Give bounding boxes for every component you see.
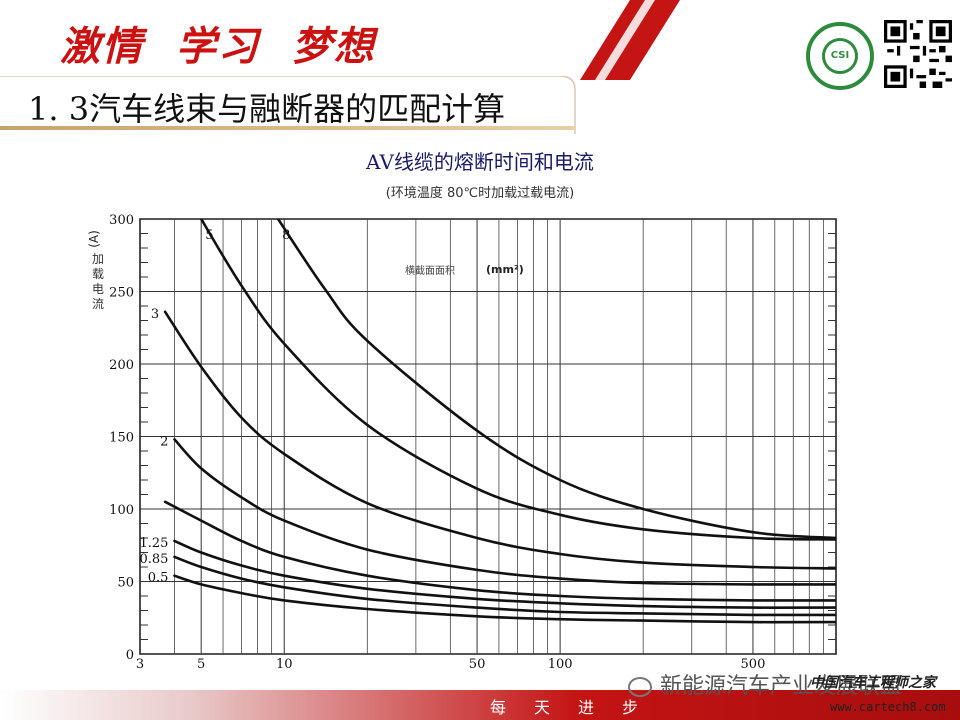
y-axis-label-char: 流	[92, 297, 104, 311]
series-label: 2	[160, 434, 168, 449]
y-axis-label-char: 加	[92, 252, 104, 266]
y-tick-label: 250	[109, 286, 134, 301]
watermark-text: 新能源汽车产业发展联盟	[660, 674, 903, 699]
series-line	[173, 539, 836, 609]
x-tick-label: 10	[276, 657, 293, 672]
site-url: www.cartech8.com	[830, 700, 946, 714]
page-title: 1. 3汽车线束与融断器的匹配计算	[28, 90, 506, 128]
legend-title: 横截面面积	[405, 264, 455, 277]
x-tick-label: 5	[197, 657, 205, 672]
x-tick-label: 50	[469, 657, 486, 672]
watermark: 新能源汽车产业发展联盟	[628, 668, 902, 700]
y-axis-label-char: 载	[92, 267, 104, 281]
y-tick-label: 150	[109, 431, 134, 446]
header-red-stripe	[580, 0, 680, 80]
series-label: 1.25	[140, 536, 169, 551]
logo-text: CSI	[822, 38, 858, 74]
series-line	[173, 438, 836, 586]
y-unit: (A)	[87, 230, 101, 248]
series-label: 0.85	[140, 552, 169, 567]
title-underline	[0, 76, 576, 134]
y-tick-label: 300	[109, 213, 134, 228]
series-label: 0.5	[148, 571, 169, 586]
chart-subtitle: (环境温度 80℃时加载过载电流)	[385, 186, 575, 201]
x-tick-label: 100	[548, 657, 573, 672]
y-axis-label-char: 电	[92, 282, 104, 296]
logo-icon: CSI	[806, 22, 874, 90]
y-tick-label: 50	[117, 576, 134, 591]
series-line	[199, 219, 836, 541]
wechat-icon	[628, 677, 652, 697]
series-line	[163, 310, 836, 570]
footer-bar	[0, 690, 960, 720]
series-line	[173, 574, 836, 624]
y-tick-label: 200	[109, 358, 134, 373]
y-tick-label: 0	[126, 648, 134, 663]
footer-motto: 每天进步	[490, 698, 667, 717]
x-tick-label: 500	[741, 657, 766, 672]
series-label: 3	[151, 307, 159, 322]
series-line	[163, 500, 836, 602]
qr-code-icon	[884, 20, 952, 88]
y-tick-label: 100	[109, 503, 134, 518]
legend-unit: (mm²)	[486, 263, 524, 276]
site-name: 中国汽车工程师之家	[810, 675, 936, 691]
series-label: 5	[205, 228, 213, 243]
x-tick-label: 3	[136, 657, 144, 672]
slogan: 激情 学习 梦想	[60, 23, 376, 70]
series-label: 8	[282, 228, 290, 243]
chart-title: AV线缆的熔断时间和电流	[366, 150, 594, 174]
series-line	[173, 555, 836, 617]
series-line	[276, 219, 836, 540]
